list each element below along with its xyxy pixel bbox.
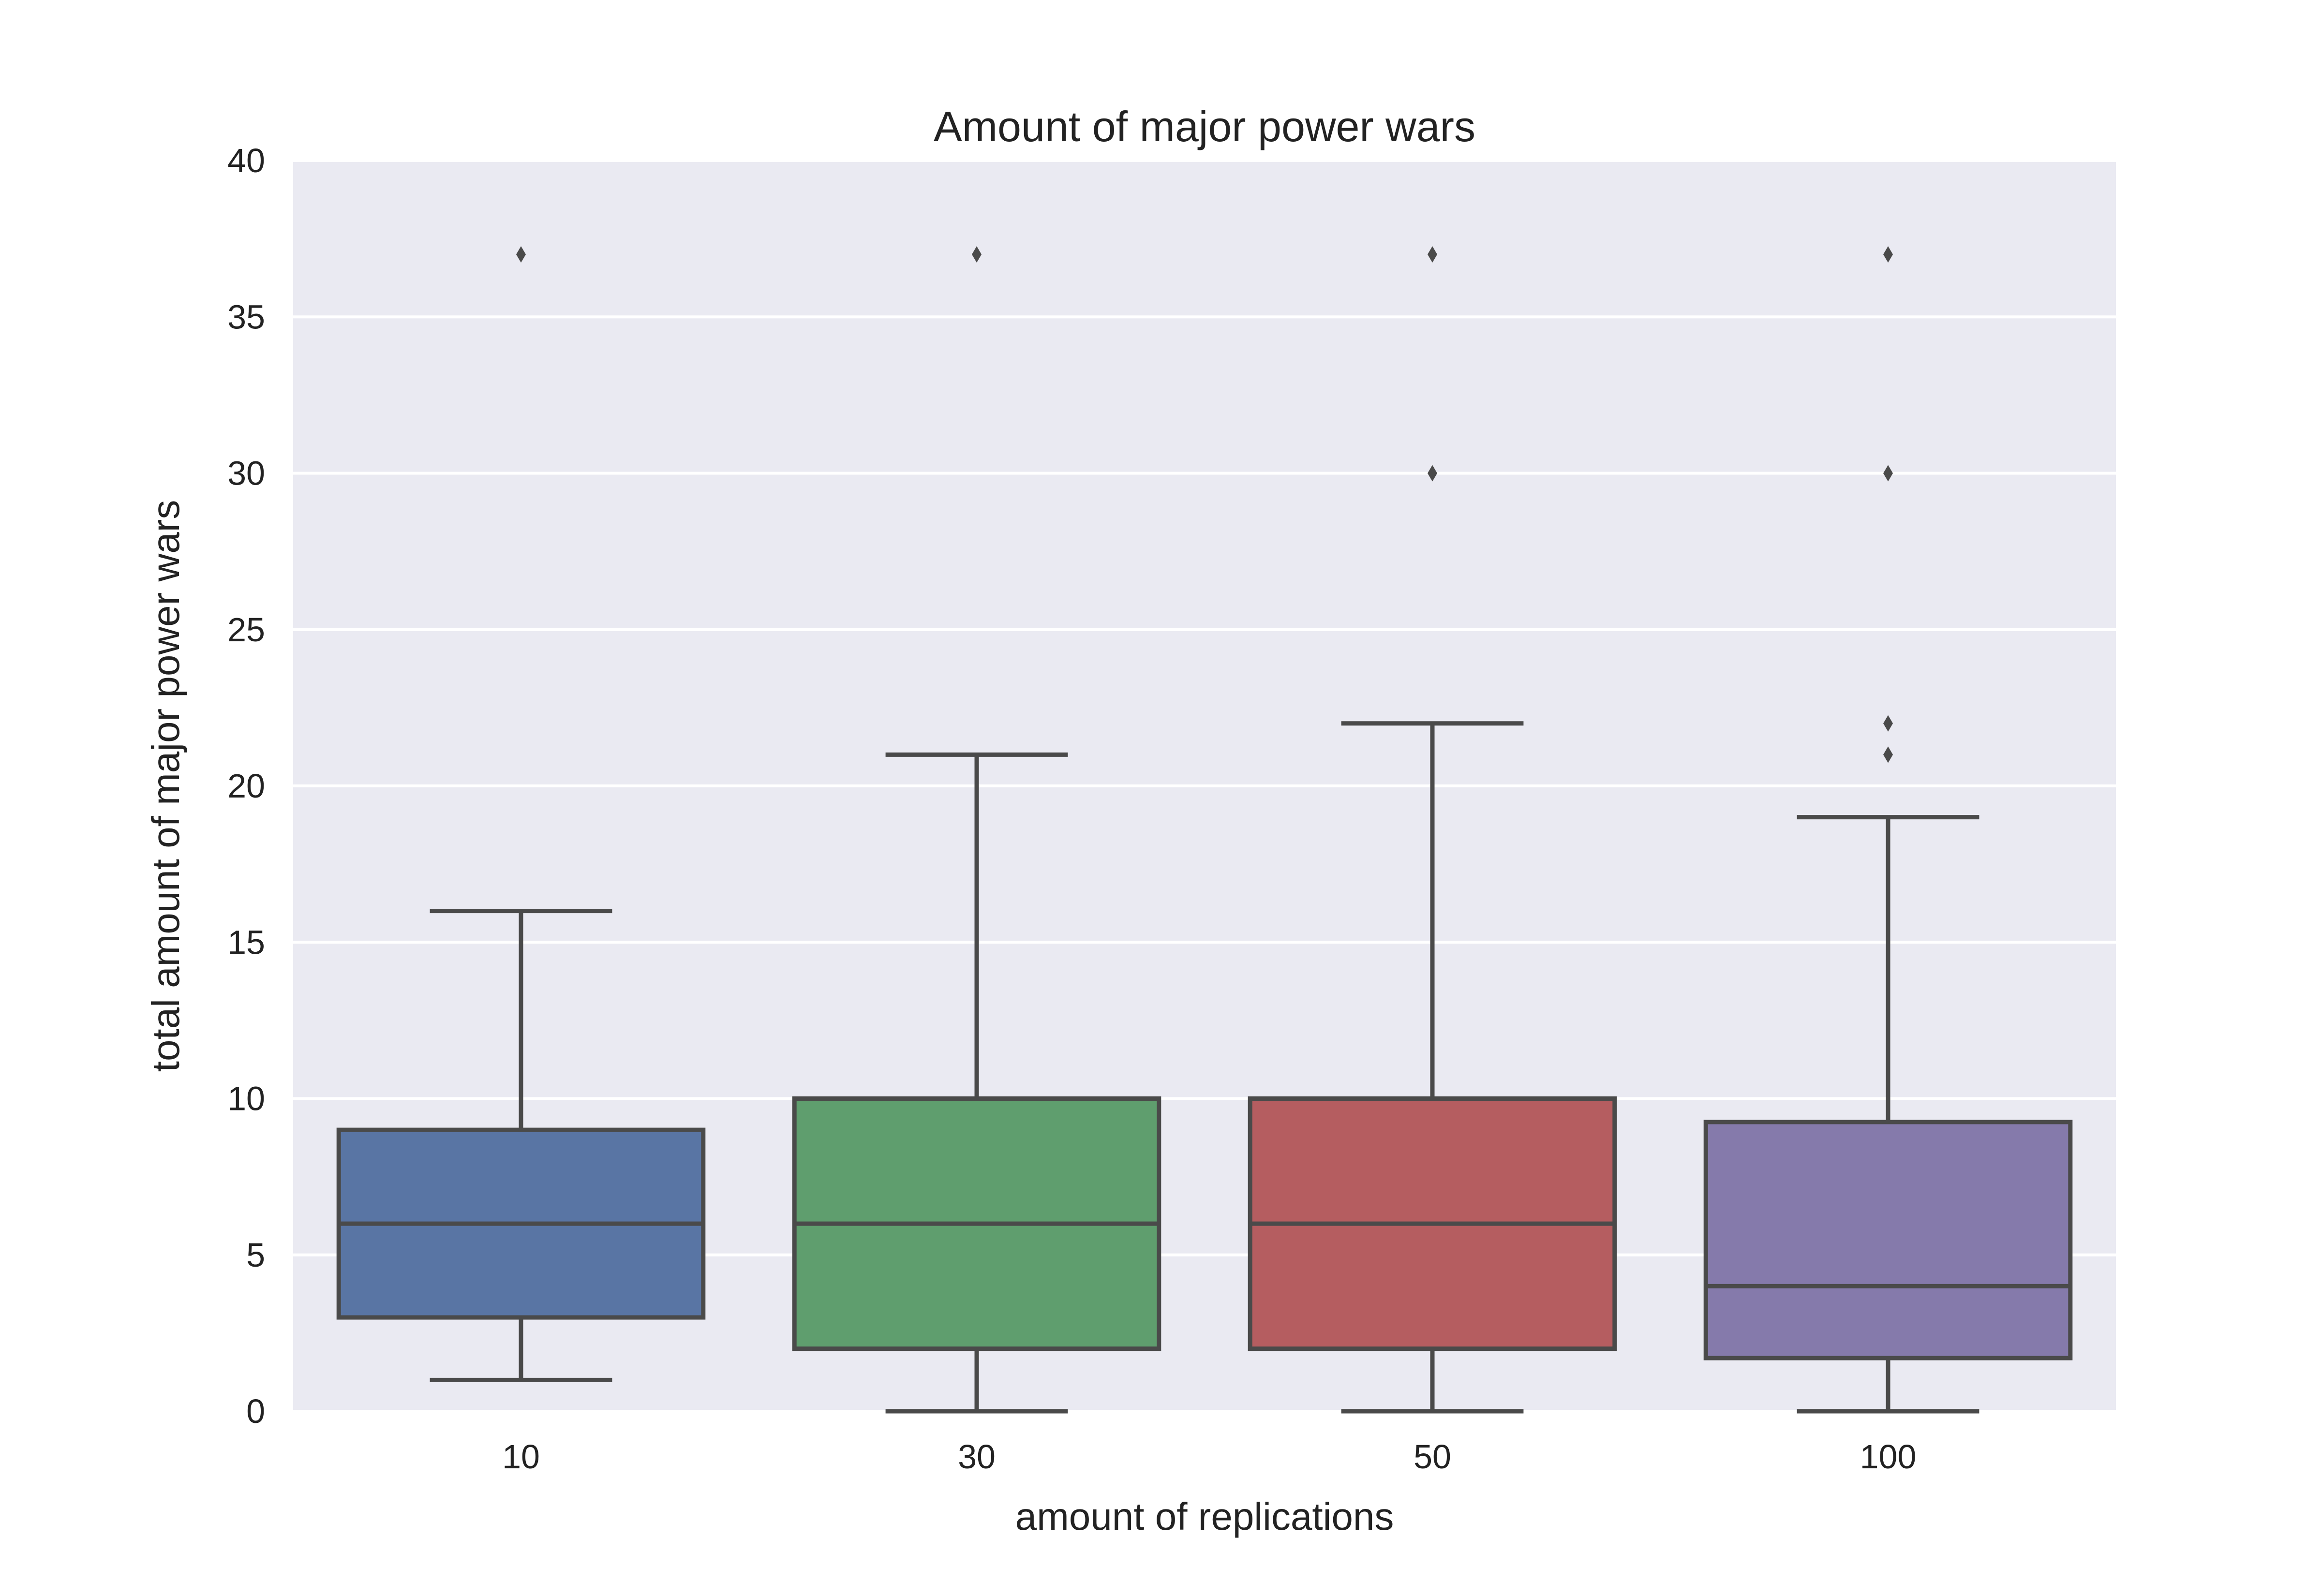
x-tick-label: 10 [502,1438,540,1476]
box-10 [336,246,706,1382]
outlier-point [1883,246,1893,263]
y-tick-label: 25 [227,611,265,649]
y-tick-labels: 0 5 10 15 20 25 30 35 40 [227,142,265,1430]
box-100 [1703,246,2073,1414]
outlier-point [1428,246,1437,263]
box-body [1703,1120,2073,1360]
x-tick-label: 50 [1414,1438,1451,1476]
gridlines [293,159,2116,1413]
outlier-point [516,246,526,263]
y-tick-label: 40 [227,142,265,179]
y-tick-label: 15 [227,923,265,961]
y-tick-label: 10 [227,1080,265,1118]
boxes-group [336,246,2073,1414]
outlier-point [1428,465,1437,482]
x-tick-labels: 10 30 50 100 [502,1438,1916,1476]
outlier-point [1883,746,1893,763]
y-tick-label: 0 [246,1392,265,1430]
y-tick-label: 5 [246,1236,265,1274]
box-50 [1248,246,1617,1414]
outlier-point [1883,715,1893,732]
y-tick-label: 20 [227,767,265,805]
box-30 [792,246,1161,1414]
x-axis-label: amount of replications [1015,1495,1394,1538]
x-tick-label: 30 [958,1438,996,1476]
chart-title: Amount of major power wars [934,103,1475,150]
outlier-point [1883,465,1893,482]
y-tick-label: 30 [227,455,265,492]
outlier-point [972,246,982,263]
y-tick-label: 35 [227,298,265,336]
y-axis-label: total amount of major power wars [144,500,187,1072]
x-tick-label: 100 [1860,1438,1917,1476]
